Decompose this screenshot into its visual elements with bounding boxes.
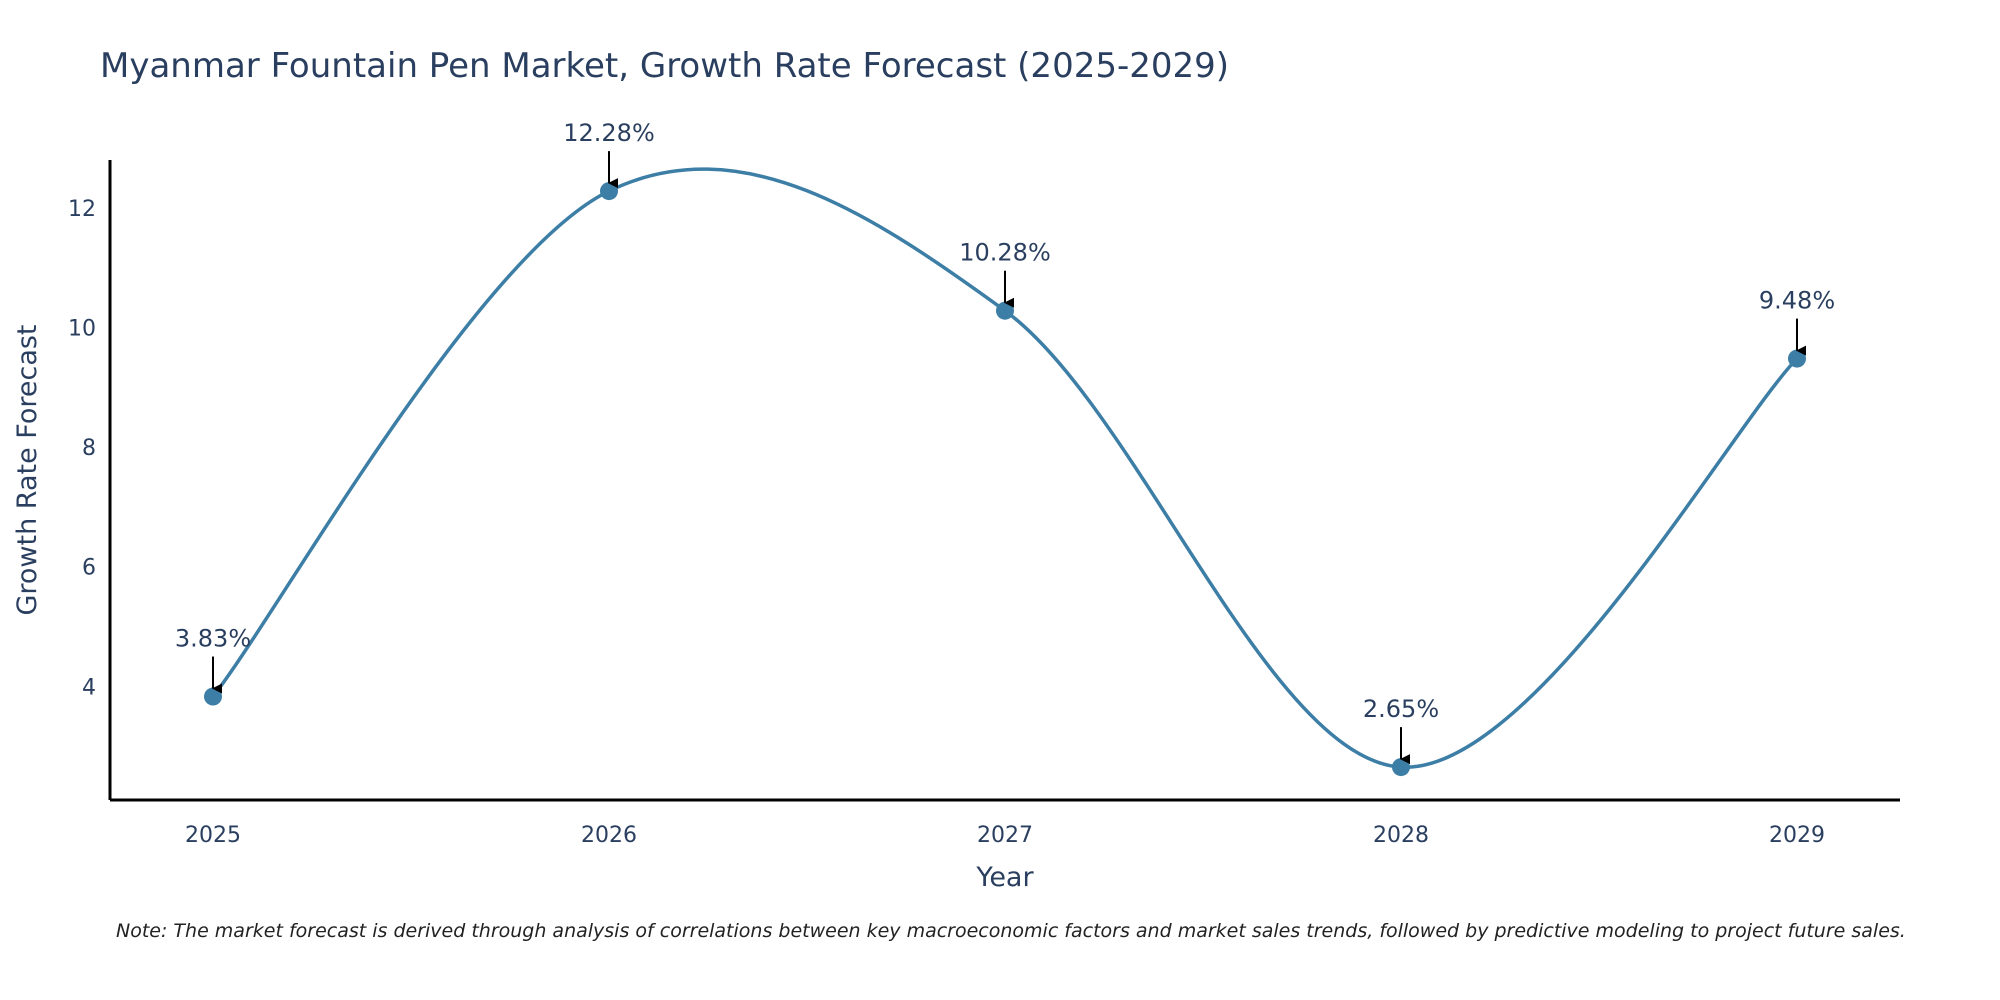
y-tick-label: 10	[68, 316, 96, 341]
data-point-marker	[600, 182, 618, 201]
y-axis-title: Growth Rate Forecast	[12, 324, 43, 615]
y-tick-label: 4	[82, 675, 96, 700]
series-line	[211, 167, 1799, 769]
data-label: 3.83%	[175, 625, 251, 653]
y-tick-label: 12	[68, 197, 96, 222]
footnote: Note: The market forecast is derived thr…	[116, 920, 1906, 942]
x-tick-label: 2026	[581, 823, 637, 848]
x-tick-label: 2027	[977, 823, 1033, 848]
y-tick-label: 8	[82, 436, 96, 461]
data-label: 9.48%	[1759, 287, 1835, 315]
x-tick-label: 2025	[185, 823, 241, 848]
chart-title: Myanmar Fountain Pen Market, Growth Rate…	[100, 46, 1230, 86]
data-label: 12.28%	[563, 119, 655, 147]
data-point-marker	[996, 301, 1014, 320]
data-label: 2.65%	[1363, 695, 1439, 723]
data-label: 10.28%	[959, 239, 1051, 267]
x-tick-label: 2028	[1373, 823, 1429, 848]
x-tick-label: 2029	[1769, 823, 1825, 848]
data-point-marker	[204, 687, 222, 706]
data-point-marker	[1788, 349, 1806, 368]
y-tick-label: 6	[82, 556, 96, 581]
data-point-marker	[1392, 758, 1410, 777]
x-axis-title: Year	[975, 862, 1034, 893]
